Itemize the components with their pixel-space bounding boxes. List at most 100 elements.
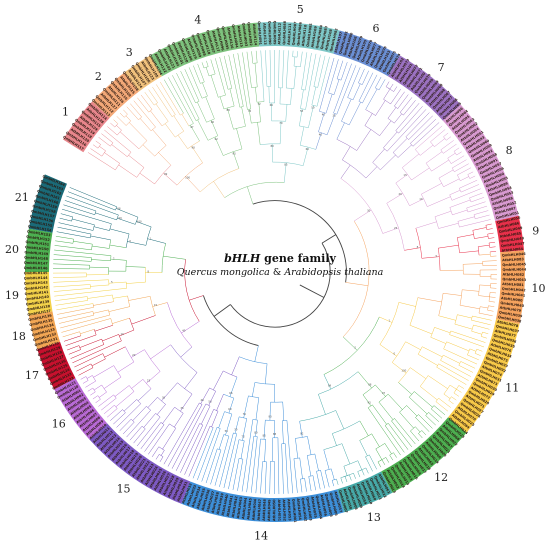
branch [405, 112, 430, 138]
branch [101, 397, 117, 411]
branch [188, 426, 211, 477]
branch [95, 140, 101, 145]
leaf-label: QmbHLH040 [500, 301, 525, 308]
leaf-label: QmbHLH130 [36, 341, 60, 352]
leaf-label: QmbHLH045 [502, 262, 527, 267]
branch-arc [435, 398, 439, 402]
branch [69, 187, 117, 208]
branch [237, 53, 248, 110]
branch [313, 54, 321, 87]
branch [112, 317, 130, 324]
leaf-label: QmbHLH052 [493, 200, 518, 211]
branch [454, 163, 469, 172]
leaf-label: AtbHLH033 [186, 484, 198, 506]
branch [269, 402, 271, 421]
group-number: 12 [434, 471, 448, 484]
leaf-label: QmbHLH092 [246, 22, 253, 47]
leaf-label: QmbHLH133 [31, 327, 56, 337]
group-segment-18 [28, 311, 61, 350]
bootstrap-value: 2 [113, 256, 115, 260]
branch-arc [341, 121, 350, 126]
branch [449, 199, 471, 208]
branch [139, 172, 155, 185]
branch-arc [343, 460, 358, 467]
branch [375, 100, 386, 116]
branch [116, 208, 139, 218]
group-segment-7 [388, 55, 461, 121]
branch [410, 430, 420, 442]
branch [208, 391, 216, 406]
branch [53, 254, 92, 258]
branch [299, 126, 305, 146]
branch [147, 397, 158, 408]
branch-arc [167, 302, 193, 348]
branch-arc [299, 410, 336, 422]
branch [246, 51, 252, 88]
bootstrap-value: 99 [164, 172, 168, 176]
branch [300, 51, 303, 67]
branch-arc [449, 194, 453, 201]
branch [474, 353, 481, 356]
branch-arc [459, 289, 463, 306]
group-number: 14 [254, 530, 268, 543]
leaf-label: QmbHLH156 [30, 214, 55, 223]
branch-arc [141, 425, 146, 430]
leaf-label: QmbHLH043 [502, 277, 527, 282]
branch [462, 289, 480, 292]
branch [53, 288, 91, 292]
branch-arc [260, 143, 281, 145]
branch [228, 54, 241, 108]
branch [394, 418, 416, 445]
branch-arc [447, 158, 452, 164]
branch-arc [213, 409, 219, 412]
branch [405, 341, 421, 350]
title-gene-name: bHLH [224, 252, 261, 265]
branch [411, 167, 430, 181]
branch [190, 125, 200, 142]
leaf-label: AtbHLH105 [356, 39, 368, 61]
branch-arc [357, 469, 362, 472]
branch [163, 79, 184, 114]
bootstrap-value: 10 [120, 332, 124, 336]
branch [302, 147, 309, 166]
branch [377, 461, 382, 468]
branch [490, 251, 497, 253]
branch-arc [359, 433, 372, 441]
bootstrap-value: 60 [306, 147, 310, 151]
branch-arc [438, 293, 444, 316]
branch [282, 401, 285, 421]
branch-arc [384, 423, 389, 426]
group-segment-8 [442, 104, 519, 222]
branch [143, 413, 156, 428]
leaf-label: AtbHLH043 [236, 496, 243, 519]
branch-arc [171, 114, 176, 117]
leaf-label: QmbHLH051 [496, 210, 521, 220]
branch [180, 424, 204, 473]
bootstrap-value: 66 [270, 103, 274, 107]
branch [133, 100, 156, 128]
leaf-label: AtbHLH052 [282, 499, 287, 521]
branch-arc [336, 139, 357, 151]
branch [163, 255, 186, 260]
branch [98, 137, 111, 147]
bootstrap-value: 55 [225, 429, 229, 433]
branch [269, 461, 271, 494]
leaf-label: QmbHLH146 [24, 266, 48, 270]
leaf-labels: QmbHLH117QmbHLH116AtbHLH130QmbHLH118QmbH… [24, 20, 527, 523]
bootstrap-value: 50 [311, 105, 315, 109]
branch [440, 140, 454, 151]
branch [383, 131, 398, 148]
branch-arc [443, 384, 451, 395]
branch-arc [457, 221, 460, 228]
branch [225, 413, 233, 436]
branch-arc [342, 220, 370, 338]
branch [80, 376, 87, 380]
branch-arc [375, 443, 385, 450]
leaf-label: QmbHLH081 [338, 30, 349, 55]
branch [113, 119, 119, 124]
branch [148, 423, 170, 455]
branch [343, 466, 348, 476]
branch-arc [97, 144, 101, 149]
branch [409, 325, 433, 335]
